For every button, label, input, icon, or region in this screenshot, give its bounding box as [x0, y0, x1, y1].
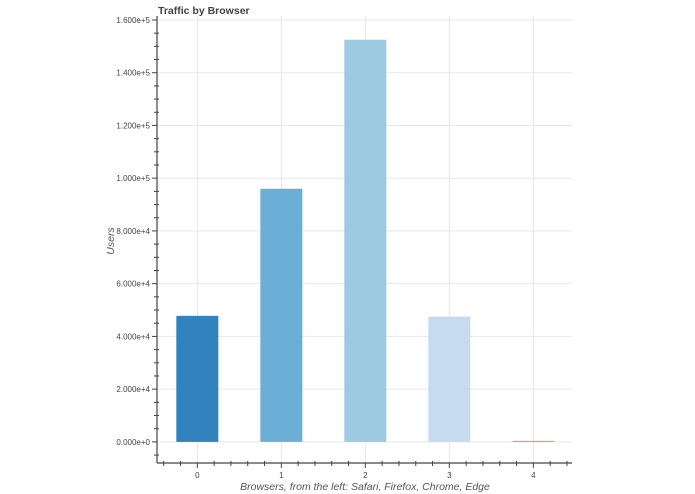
- x-tick-label: 0: [195, 471, 200, 480]
- x-tick-label: 4: [531, 471, 536, 480]
- bar-3: [428, 316, 471, 442]
- y-tick-label: 1.000e+5: [116, 174, 150, 183]
- y-tick-label: 0.000e+0: [116, 438, 150, 447]
- bar-2: [344, 39, 387, 442]
- bar-4: [512, 440, 555, 442]
- axes: [156, 16, 572, 464]
- y-axis-label: Users: [105, 227, 117, 255]
- y-tick-label: 1.400e+5: [116, 69, 150, 78]
- x-tick-label: 2: [363, 471, 368, 480]
- bar-1: [260, 188, 303, 442]
- y-tick-label: 2.000e+4: [116, 385, 150, 394]
- bar-0: [176, 315, 219, 442]
- y-tick-label: 8.000e+4: [116, 227, 150, 236]
- x-tick-label: 1: [279, 471, 284, 480]
- y-tick-label: 6.000e+4: [116, 280, 150, 289]
- bars: [176, 39, 555, 442]
- y-tick-label: 1.600e+5: [116, 16, 150, 25]
- y-tick-label: 4.000e+4: [116, 332, 150, 341]
- x-axis-label: Browsers, from the left: Safari, Firefox…: [240, 481, 490, 493]
- chart-title: Traffic by Browser: [158, 5, 250, 17]
- y-ticks: 0.000e+0 2.000e+4 4.000e+4 6.000e+4 8.000e+4…: [116, 16, 159, 456]
- y-tick-label: 1.200e+5: [116, 121, 150, 130]
- x-tick-label: 3: [447, 471, 452, 480]
- x-ticks: 0 1 2 3 4: [163, 461, 568, 480]
